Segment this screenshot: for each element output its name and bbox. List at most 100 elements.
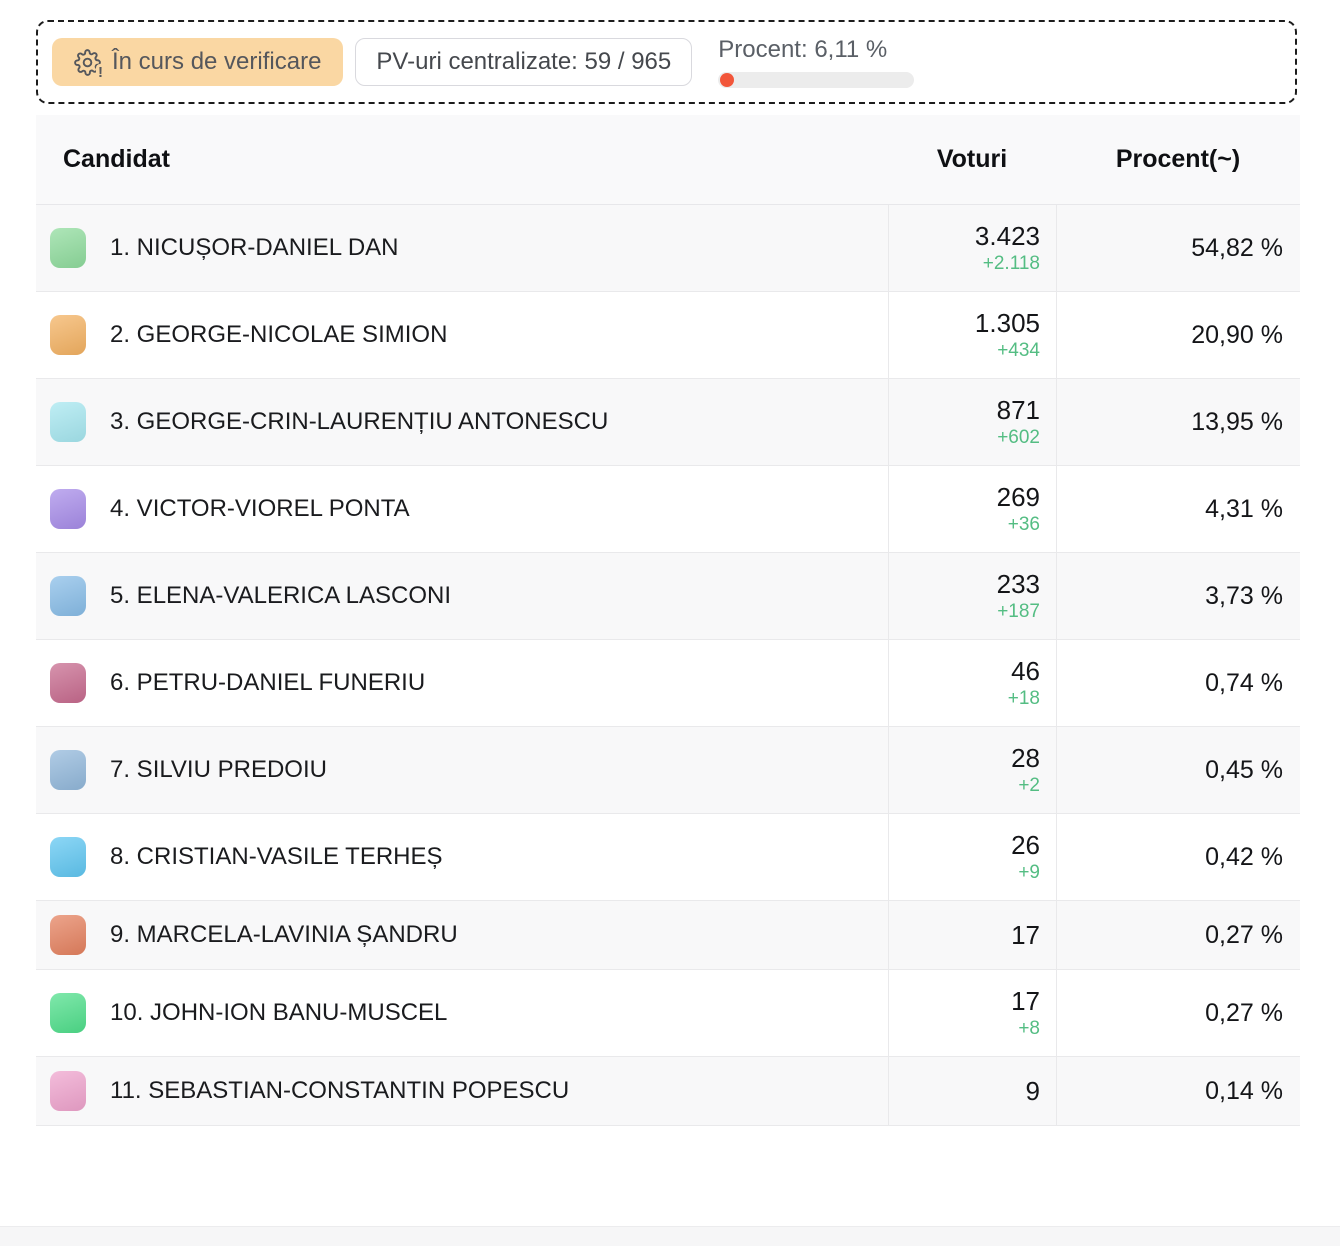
progress-percent-label: Procent: 6,11 %: [718, 36, 888, 64]
candidate-name: 2. GEORGE-NICOLAE SIMION: [110, 321, 448, 348]
progress-bar-fill: [720, 72, 735, 87]
candidate-cell: 7. SILVIU PREDOIU: [36, 727, 888, 813]
candidate-cell: 2. GEORGE-NICOLAE SIMION: [36, 292, 888, 378]
votes-cell: 17 +8: [888, 970, 1056, 1056]
votes-cell: 233 +187: [888, 553, 1056, 639]
candidate-color-swatch: [50, 402, 86, 442]
percent-cell: 0,14 %: [1056, 1057, 1300, 1125]
candidate-name: 10. JOHN-ION BANU-MUSCEL: [110, 999, 448, 1026]
candidate-cell: 3. GEORGE-CRIN-LAURENȚIU ANTONESCU: [36, 379, 888, 465]
percent-cell: 0,42 %: [1056, 814, 1300, 900]
votes-count: 26: [1011, 830, 1040, 860]
results-table-body: 1. NICUȘOR-DANIEL DAN 3.423 +2.118 54,82 % 2…: [36, 205, 1300, 1126]
percent-value: 0,42 %: [1205, 842, 1283, 871]
votes-delta: +36: [1007, 514, 1040, 535]
votes-delta: +187: [997, 601, 1040, 622]
percent-cell: 4,31 %: [1056, 466, 1300, 552]
progress-bar-track: [718, 71, 915, 88]
votes-delta: +2: [1018, 775, 1040, 796]
verification-status-badge[interactable]: ! În curs de verificare: [52, 38, 344, 86]
table-row[interactable]: 3. GEORGE-CRIN-LAURENȚIU ANTONESCU 871 +60…: [36, 379, 1300, 466]
votes-cell: 269 +36: [888, 466, 1056, 552]
candidate-cell: 9. MARCELA-LAVINIA ȘANDRU: [36, 901, 888, 969]
votes-delta: +18: [1007, 688, 1040, 709]
centralization-progress: Procent: 6,11 %: [718, 36, 915, 88]
candidate-name: 11. SEBASTIAN-CONSTANTIN POPESCU: [110, 1077, 570, 1104]
votes-count: 871: [996, 395, 1040, 425]
percent-cell: 0,27 %: [1056, 901, 1300, 969]
candidate-name: 8. CRISTIAN-VASILE TERHEȘ: [110, 843, 443, 870]
table-row[interactable]: 2. GEORGE-NICOLAE SIMION 1.305 +434 20,90 %: [36, 292, 1300, 379]
votes-cell: 17: [888, 901, 1056, 969]
votes-count: 46: [1011, 656, 1040, 686]
votes-count: 17: [1011, 920, 1040, 950]
candidate-name: 5. ELENA-VALERICA LASCONI: [110, 582, 452, 609]
alert-exclamation-mark: !: [96, 63, 105, 81]
votes-cell: 3.423 +2.118: [888, 205, 1056, 291]
candidate-color-swatch: [50, 993, 86, 1033]
percent-value: 0,27 %: [1205, 998, 1283, 1027]
verification-status-label: În curs de verificare: [112, 48, 322, 75]
candidate-cell: 6. PETRU-DANIEL FUNERIU: [36, 640, 888, 726]
gear-alert-icon: !: [74, 48, 105, 81]
votes-count: 1.305: [974, 308, 1040, 338]
percent-value: 0,27 %: [1205, 920, 1283, 949]
candidate-cell: 1. NICUȘOR-DANIEL DAN: [36, 205, 888, 291]
votes-delta: +9: [1018, 862, 1040, 883]
candidate-color-swatch: [50, 663, 86, 703]
percent-value: 20,90 %: [1191, 320, 1283, 349]
candidate-color-swatch: [50, 1071, 86, 1111]
votes-count: 269: [996, 482, 1040, 512]
table-row[interactable]: 8. CRISTIAN-VASILE TERHEȘ 26 +9 0,42 %: [36, 814, 1300, 901]
votes-delta: +434: [997, 340, 1040, 361]
votes-delta: +2.118: [982, 253, 1040, 274]
candidate-color-swatch: [50, 576, 86, 616]
table-row[interactable]: 4. VICTOR-VIOREL PONTA 269 +36 4,31 %: [36, 466, 1300, 553]
percent-value: 0,14 %: [1205, 1076, 1283, 1105]
votes-count: 3.423: [974, 221, 1040, 251]
percent-cell: 20,90 %: [1056, 292, 1300, 378]
results-table: Candidat Voturi Procent(~) 1. NICUȘOR-DA…: [36, 115, 1300, 1126]
votes-count: 233: [996, 569, 1040, 599]
next-section-partial-band: [0, 1226, 1340, 1246]
candidate-color-swatch: [50, 315, 86, 355]
votes-cell: 871 +602: [888, 379, 1056, 465]
votes-cell: 26 +9: [888, 814, 1056, 900]
percent-value: 54,82 %: [1191, 233, 1283, 262]
percent-value: 3,73 %: [1205, 581, 1283, 610]
verification-status-bar: ! În curs de verificare PV-uri centraliz…: [36, 20, 1297, 104]
pv-centralized-counter: PV-uri centralizate: 59 / 965: [355, 38, 693, 86]
results-table-header: Candidat Voturi Procent(~): [36, 115, 1300, 205]
percent-value: 13,95 %: [1191, 407, 1283, 436]
candidate-cell: 4. VICTOR-VIOREL PONTA: [36, 466, 888, 552]
percent-cell: 0,45 %: [1056, 727, 1300, 813]
candidate-color-swatch: [50, 837, 86, 877]
table-row[interactable]: 6. PETRU-DANIEL FUNERIU 46 +18 0,74 %: [36, 640, 1300, 727]
table-row[interactable]: 9. MARCELA-LAVINIA ȘANDRU 17 0,27 %: [36, 901, 1300, 970]
votes-delta: +602: [997, 427, 1040, 448]
votes-cell: 28 +2: [888, 727, 1056, 813]
table-row[interactable]: 11. SEBASTIAN-CONSTANTIN POPESCU 9 0,14 %: [36, 1057, 1300, 1126]
candidate-color-swatch: [50, 489, 86, 529]
table-row[interactable]: 5. ELENA-VALERICA LASCONI 233 +187 3,73 %: [36, 553, 1300, 640]
votes-count: 17: [1011, 986, 1040, 1016]
votes-cell: 46 +18: [888, 640, 1056, 726]
candidate-color-swatch: [50, 228, 86, 268]
votes-cell: 9: [888, 1057, 1056, 1125]
table-row[interactable]: 10. JOHN-ION BANU-MUSCEL 17 +8 0,27 %: [36, 970, 1300, 1057]
percent-value: 4,31 %: [1205, 494, 1283, 523]
table-row[interactable]: 1. NICUȘOR-DANIEL DAN 3.423 +2.118 54,82 %: [36, 205, 1300, 292]
column-header-percent: Procent(~): [1115, 145, 1241, 173]
percent-cell: 0,27 %: [1056, 970, 1300, 1056]
candidate-name: 7. SILVIU PREDOIU: [110, 756, 327, 783]
candidate-name: 9. MARCELA-LAVINIA ȘANDRU: [110, 921, 458, 948]
percent-cell: 3,73 %: [1056, 553, 1300, 639]
table-row[interactable]: 7. SILVIU PREDOIU 28 +2 0,45 %: [36, 727, 1300, 814]
votes-count: 28: [1011, 743, 1040, 773]
votes-cell: 1.305 +434: [888, 292, 1056, 378]
candidate-color-swatch: [50, 750, 86, 790]
percent-value: 0,74 %: [1205, 668, 1283, 697]
percent-cell: 13,95 %: [1056, 379, 1300, 465]
percent-value: 0,45 %: [1205, 755, 1283, 784]
votes-delta: +8: [1018, 1018, 1040, 1039]
